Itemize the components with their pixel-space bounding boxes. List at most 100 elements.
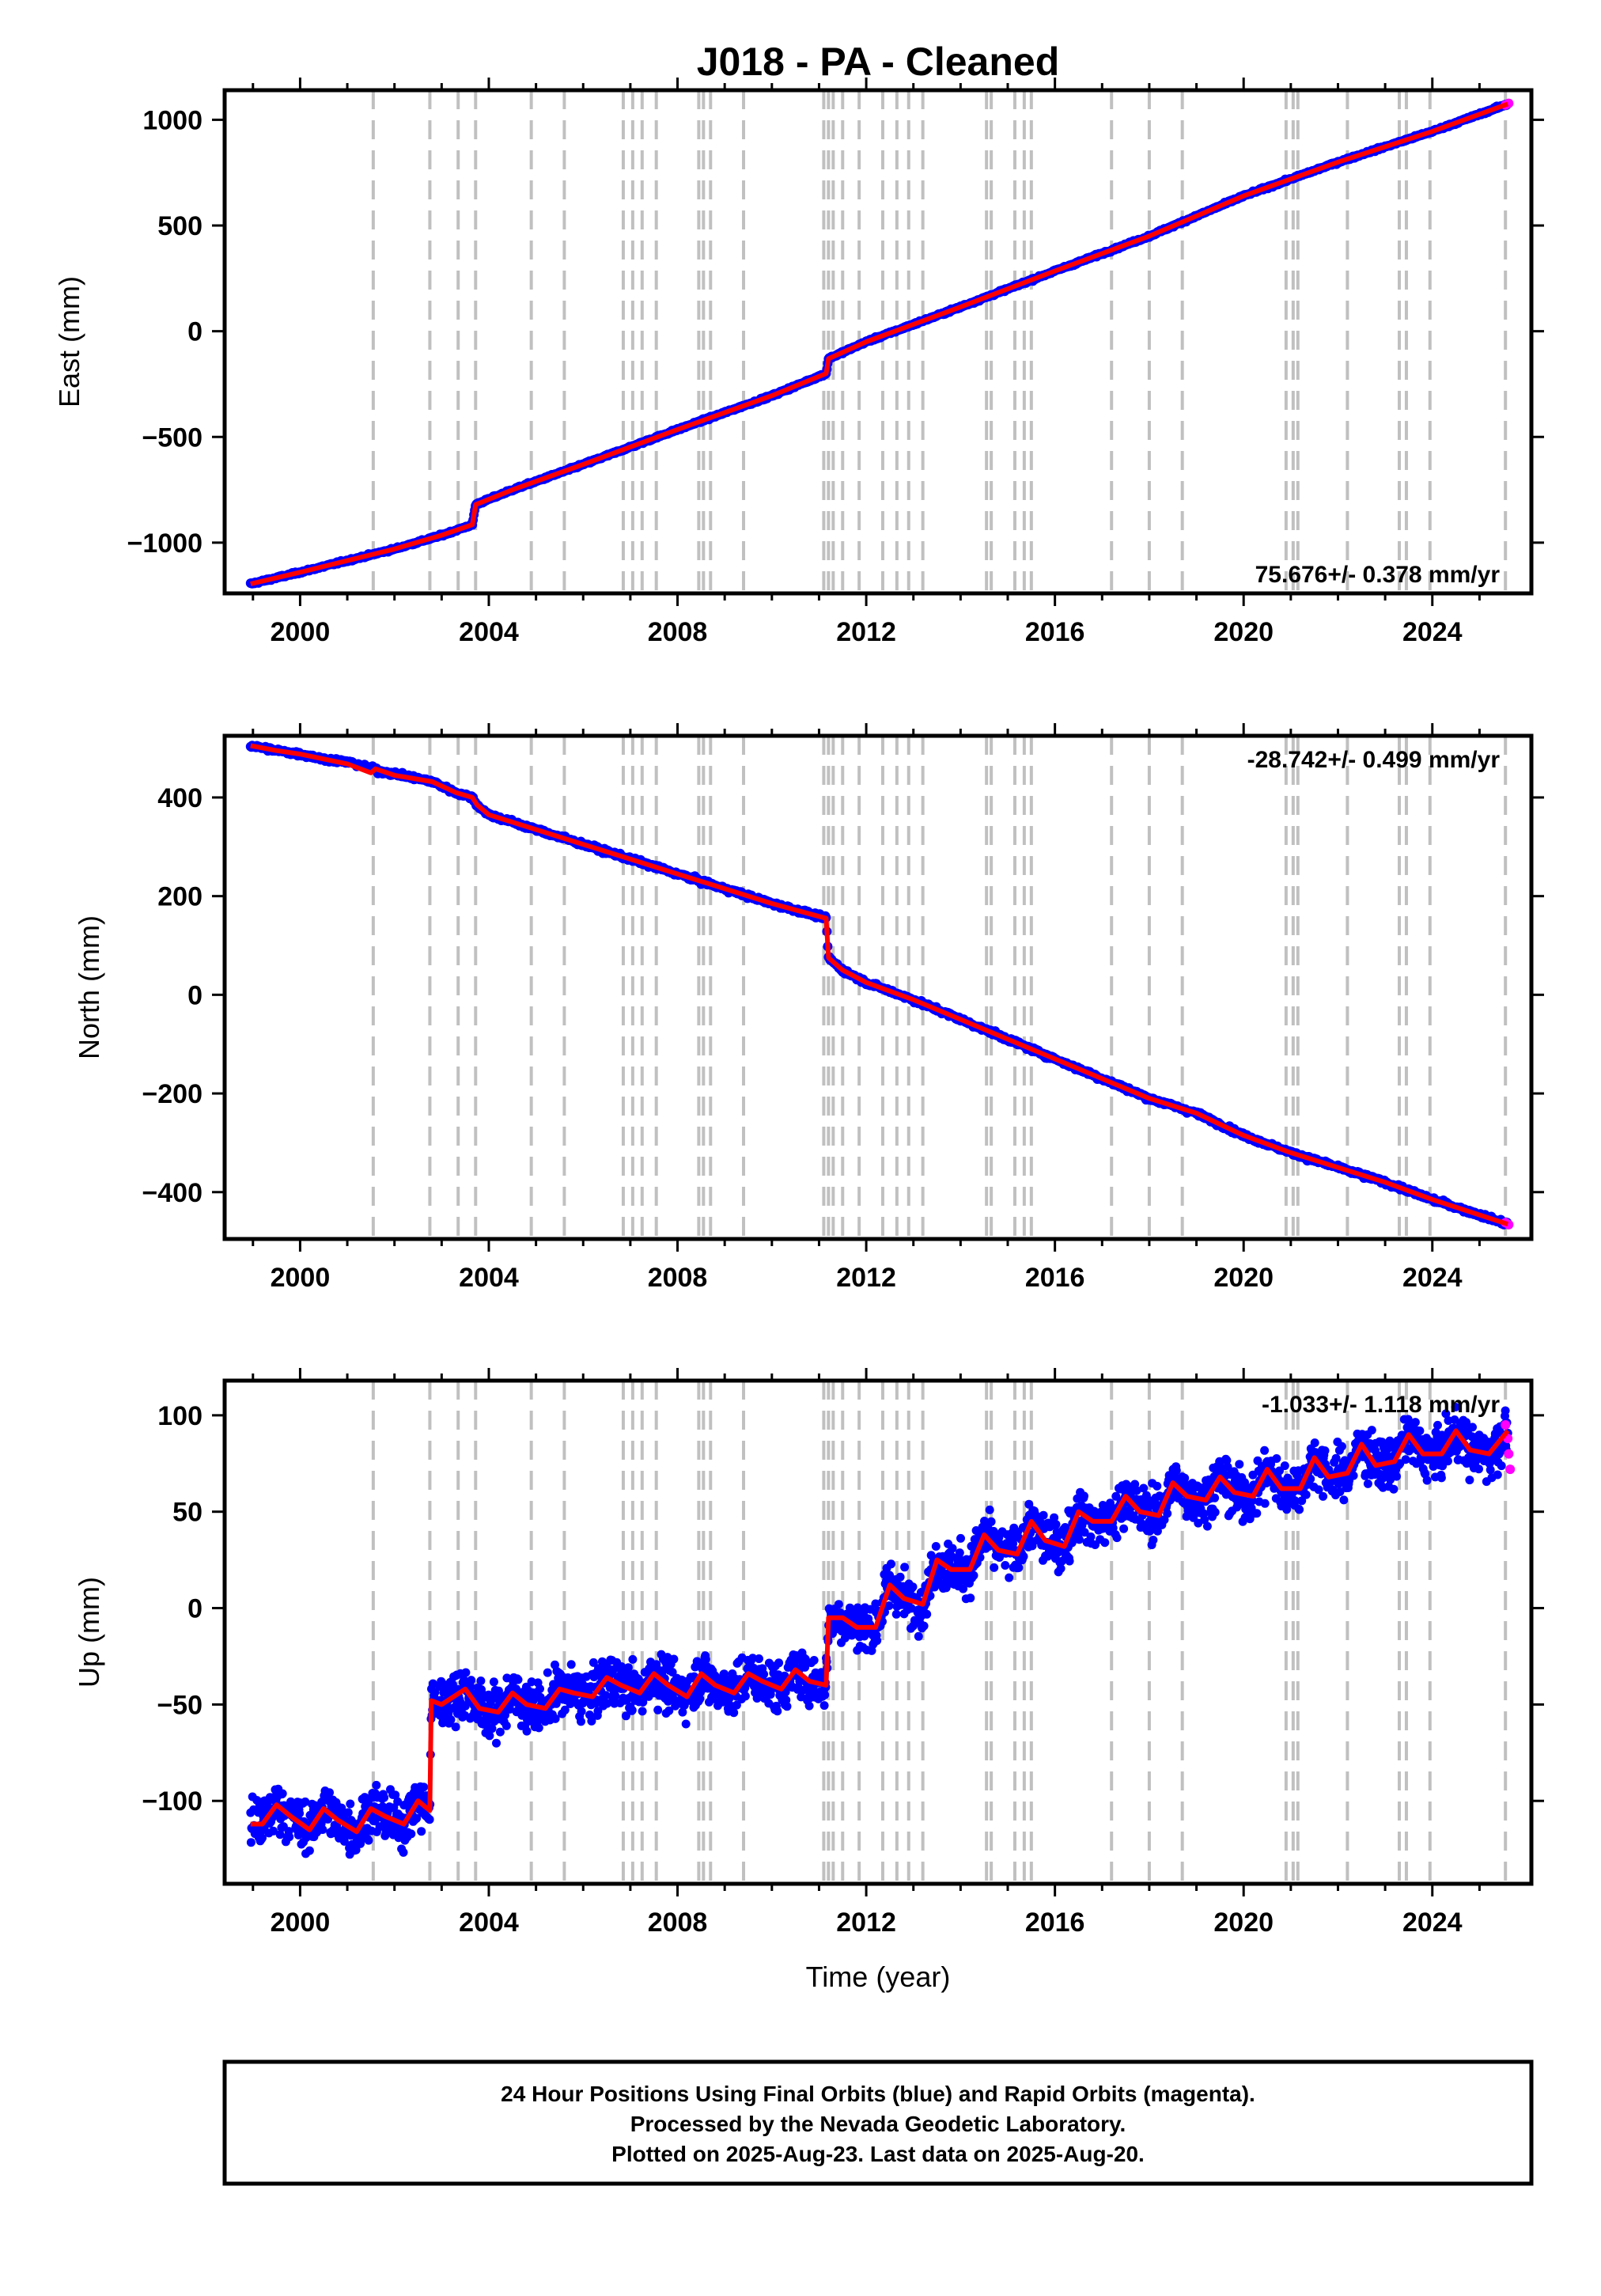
x-tick-label: 2024: [1402, 1263, 1463, 1293]
data-point: [906, 1604, 916, 1613]
y-tick-label: −200: [142, 1079, 202, 1109]
data-point: [502, 1673, 512, 1683]
data-point: [820, 1690, 830, 1699]
data-point: [782, 1702, 792, 1711]
north-panel: 2000 2004 2008 2012 2016 2020 2024−400−2000200…: [73, 723, 1544, 1293]
data-point: [495, 1727, 505, 1737]
data-point: [628, 1654, 638, 1664]
data-point: [638, 1698, 648, 1707]
data-point: [536, 1684, 544, 1694]
plot-frame: [222, 733, 1534, 1241]
data-point: [627, 1706, 637, 1715]
data-point: [804, 1701, 814, 1711]
x-tick-label: 2004: [459, 1263, 519, 1293]
data-point: [668, 1668, 677, 1677]
data-point: [809, 1656, 819, 1665]
data-point: [669, 1654, 679, 1664]
data-point: [534, 1723, 543, 1733]
data-point: [681, 1719, 691, 1729]
data-point: [407, 1829, 416, 1839]
data-point: [566, 1660, 576, 1669]
data-point: [461, 1668, 471, 1677]
data-point: [487, 1724, 497, 1733]
data-point: [301, 1797, 310, 1806]
data-point: [577, 1707, 586, 1716]
data-point: [611, 1692, 620, 1700]
data-point: [653, 1705, 663, 1714]
x-tick-label: 2016: [1025, 617, 1085, 647]
data-point: [959, 1584, 968, 1593]
data-point: [485, 1731, 494, 1741]
data-point: [343, 1808, 353, 1817]
east-panel: 2000 2004 2008 2012 2016 2020 2024−1000−500050…: [53, 78, 1544, 647]
data-point: [623, 1663, 633, 1673]
data-point: [914, 1631, 923, 1641]
data-point: [853, 1603, 862, 1612]
data-point: [285, 1832, 294, 1842]
x-tick-label: 2000: [271, 617, 331, 647]
data-point: [467, 1676, 476, 1685]
data-point: [908, 1582, 918, 1592]
data-point: [948, 1544, 957, 1553]
data-point: [492, 1738, 501, 1748]
data-point: [577, 1717, 585, 1726]
data-point: [846, 1603, 854, 1612]
data-point: [551, 1714, 560, 1723]
data-point: [587, 1716, 596, 1726]
model-line: [250, 101, 1509, 586]
velocity-label: -28.742+/- 0.499 mm/yr: [1247, 747, 1501, 773]
y-tick-label: 400: [157, 783, 202, 813]
data-point: [895, 1572, 905, 1582]
y-tick-label: 0: [187, 317, 202, 347]
data-point: [393, 1797, 403, 1806]
data-point: [325, 1788, 334, 1798]
data-point: [412, 1813, 422, 1823]
data-point: [295, 1809, 305, 1818]
data-point: [819, 1701, 829, 1711]
offset-lines: [371, 90, 1508, 593]
data-point: [428, 1679, 437, 1688]
data-point: [919, 1621, 929, 1631]
data-point: [773, 1707, 782, 1716]
data-point: [451, 1722, 460, 1732]
data-point: [305, 1846, 314, 1855]
y-tick-label: −500: [142, 422, 202, 453]
data-point: [891, 1609, 901, 1619]
data-point: [740, 1692, 750, 1701]
data-point: [391, 1790, 400, 1800]
data-point: [922, 1609, 932, 1619]
y-tick-label: 1000: [142, 105, 202, 135]
data-point: [774, 1658, 784, 1668]
data-point: [278, 1789, 287, 1798]
data-point: [860, 1631, 869, 1641]
data-point: [430, 1688, 440, 1697]
data-point: [417, 1827, 426, 1836]
data-point: [601, 1691, 611, 1700]
y-tick-label: −1000: [127, 529, 203, 559]
data-point: [755, 1654, 763, 1663]
data-point: [318, 1825, 327, 1834]
data-point: [275, 1830, 285, 1839]
data-point: [638, 1707, 647, 1716]
data-point: [900, 1563, 910, 1572]
y-tick-label: −400: [142, 1178, 202, 1208]
y-tick-label: 500: [157, 211, 202, 241]
data-point: [664, 1706, 674, 1715]
data-point: [364, 1836, 373, 1845]
data-point: [695, 1694, 705, 1703]
data-point: [501, 1721, 511, 1730]
data-point: [834, 1600, 843, 1609]
data-point: [740, 1683, 750, 1692]
data-point: [446, 1715, 456, 1725]
data-point: [419, 1783, 429, 1792]
data-point: [269, 1826, 278, 1836]
data-point: [258, 1833, 267, 1843]
data-point: [759, 1669, 769, 1679]
x-tick-label: 2012: [836, 617, 896, 647]
x-tick-label: 2020: [1213, 1263, 1274, 1293]
data-point: [678, 1707, 687, 1717]
offset-lines: [371, 1381, 1508, 1884]
x-tick-label: 2016: [1025, 1263, 1085, 1293]
data-point: [956, 1533, 965, 1543]
